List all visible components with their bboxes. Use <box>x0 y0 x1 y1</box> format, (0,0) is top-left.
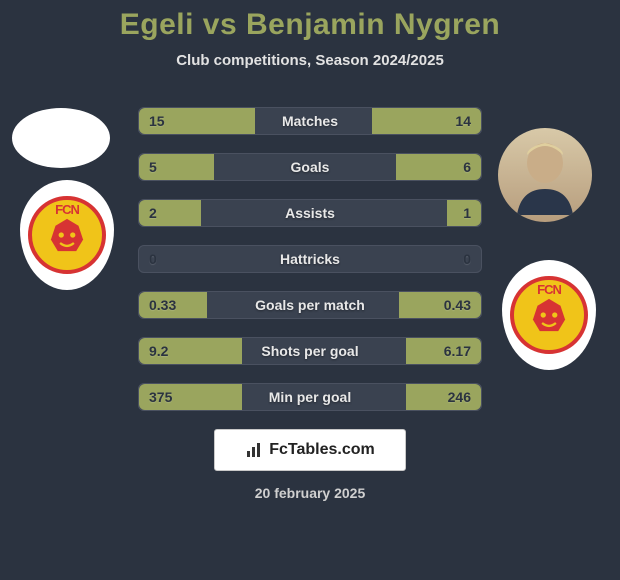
shield-icon: FCN <box>502 260 596 370</box>
stat-label: Goals per match <box>139 297 481 313</box>
stat-label: Shots per goal <box>139 343 481 359</box>
brand-badge[interactable]: FcTables.com <box>214 429 406 471</box>
stat-row: 21Assists <box>138 199 482 227</box>
stat-label: Hattricks <box>139 251 481 267</box>
player-left-avatar <box>12 108 110 168</box>
player-right-name: Benjamin Nygren <box>246 8 500 41</box>
vs-label: vs <box>203 8 237 41</box>
club-logo-text: FCN <box>55 202 79 217</box>
player-left-name: Egeli <box>120 8 194 41</box>
comparison-card: Egeli vs Benjamin Nygren Club competitio… <box>0 0 620 580</box>
stats-table: 1514Matches 56Goals 21Assists 00Hattricks 0.… <box>138 107 482 411</box>
stat-label: Matches <box>139 113 481 129</box>
stat-row: 00Hattricks <box>138 245 482 273</box>
stat-label: Min per goal <box>139 389 481 405</box>
stat-row: 56Goals <box>138 153 482 181</box>
stat-row: 9.26.17Shots per goal <box>138 337 482 365</box>
chart-icon <box>245 441 263 459</box>
lion-icon <box>44 212 90 258</box>
date-label: 20 february 2025 <box>0 485 620 501</box>
comparison-title: Egeli vs Benjamin Nygren <box>0 0 620 42</box>
player-left-club-badge: ★ FCN <box>20 180 118 298</box>
player-right-silhouette-icon <box>505 135 585 215</box>
stat-row: 0.330.43Goals per match <box>138 291 482 319</box>
stat-label: Goals <box>139 159 481 175</box>
shield-icon: FCN <box>20 180 114 290</box>
lion-icon <box>526 292 572 338</box>
player-right-avatar <box>498 128 592 222</box>
season-subtitle: Club competitions, Season 2024/2025 <box>0 52 620 69</box>
club-logo-text: FCN <box>537 282 561 297</box>
stat-label: Assists <box>139 205 481 221</box>
player-right-club-badge: ★ FCN <box>502 260 600 378</box>
stat-row: 375246Min per goal <box>138 383 482 411</box>
brand-name: FcTables.com <box>269 441 375 459</box>
stat-row: 1514Matches <box>138 107 482 135</box>
